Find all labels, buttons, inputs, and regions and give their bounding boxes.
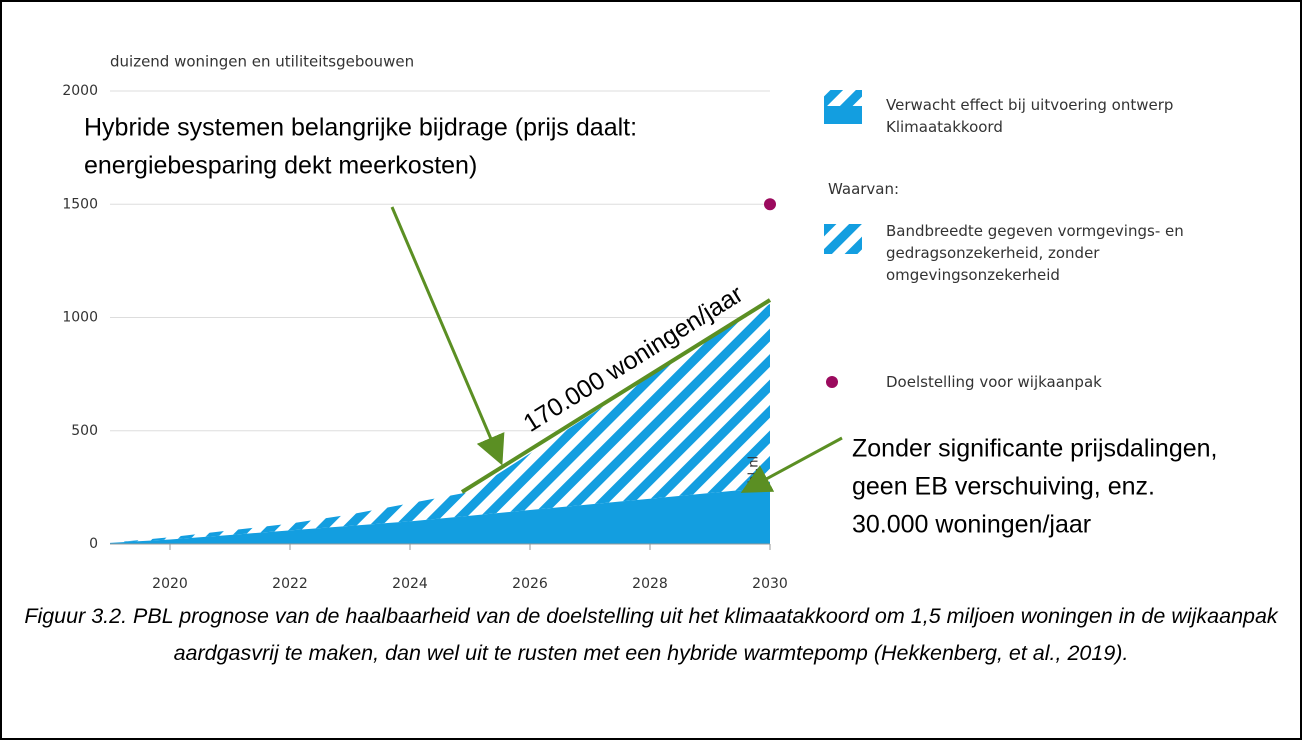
arrow — [390, 206, 505, 466]
target-point — [764, 198, 776, 211]
legend-icon — [826, 376, 838, 388]
legend-icon — [824, 90, 862, 106]
legend-entry: Doelstelling voor wijkaanpak — [886, 373, 1102, 391]
annotation: Zonder significante prijsdalingen, — [852, 435, 1218, 463]
slope-line — [460, 298, 772, 494]
annotation: geen EB verschuiving, enz. — [852, 473, 1155, 501]
legend-subheading: Waarvan: — [828, 180, 900, 198]
annotation: 30.000 woningen/jaar — [852, 511, 1091, 539]
y-tick-label: 1500 — [62, 196, 98, 212]
y-tick-label: 2000 — [62, 83, 98, 99]
legend-entry: Bandbreedte gegeven vormgevings- en gedr… — [886, 222, 1184, 284]
annotation: energiebesparing dekt meerkosten) — [84, 152, 477, 180]
x-tick-label: 2024 — [392, 576, 428, 592]
arrow — [740, 436, 843, 493]
legend-icon — [824, 106, 862, 124]
x-tick-label: 2030 — [752, 576, 788, 592]
y-tick-label: 500 — [71, 423, 98, 439]
annotation: Hybride systemen belangrijke bijdrage (p… — [84, 114, 637, 142]
x-tick-label: 2028 — [632, 576, 668, 592]
caption: Figuur 3.2. PBL prognose van de haalbaar… — [24, 604, 1278, 665]
x-tick-label: 2026 — [512, 576, 548, 592]
band-area — [110, 303, 770, 543]
x-tick-label: 2022 — [272, 576, 308, 592]
y-tick-label: 0 — [89, 536, 98, 552]
legend-icon — [824, 224, 862, 254]
base-area — [110, 487, 770, 544]
x-tick-label: 2020 — [152, 576, 188, 592]
legend-entry: Verwacht effect bij uitvoering ontwerp K… — [886, 96, 1174, 136]
y-axis-label: duizend woningen en utiliteitsgebouwen — [110, 53, 414, 71]
y-tick-label: 1000 — [62, 310, 98, 326]
